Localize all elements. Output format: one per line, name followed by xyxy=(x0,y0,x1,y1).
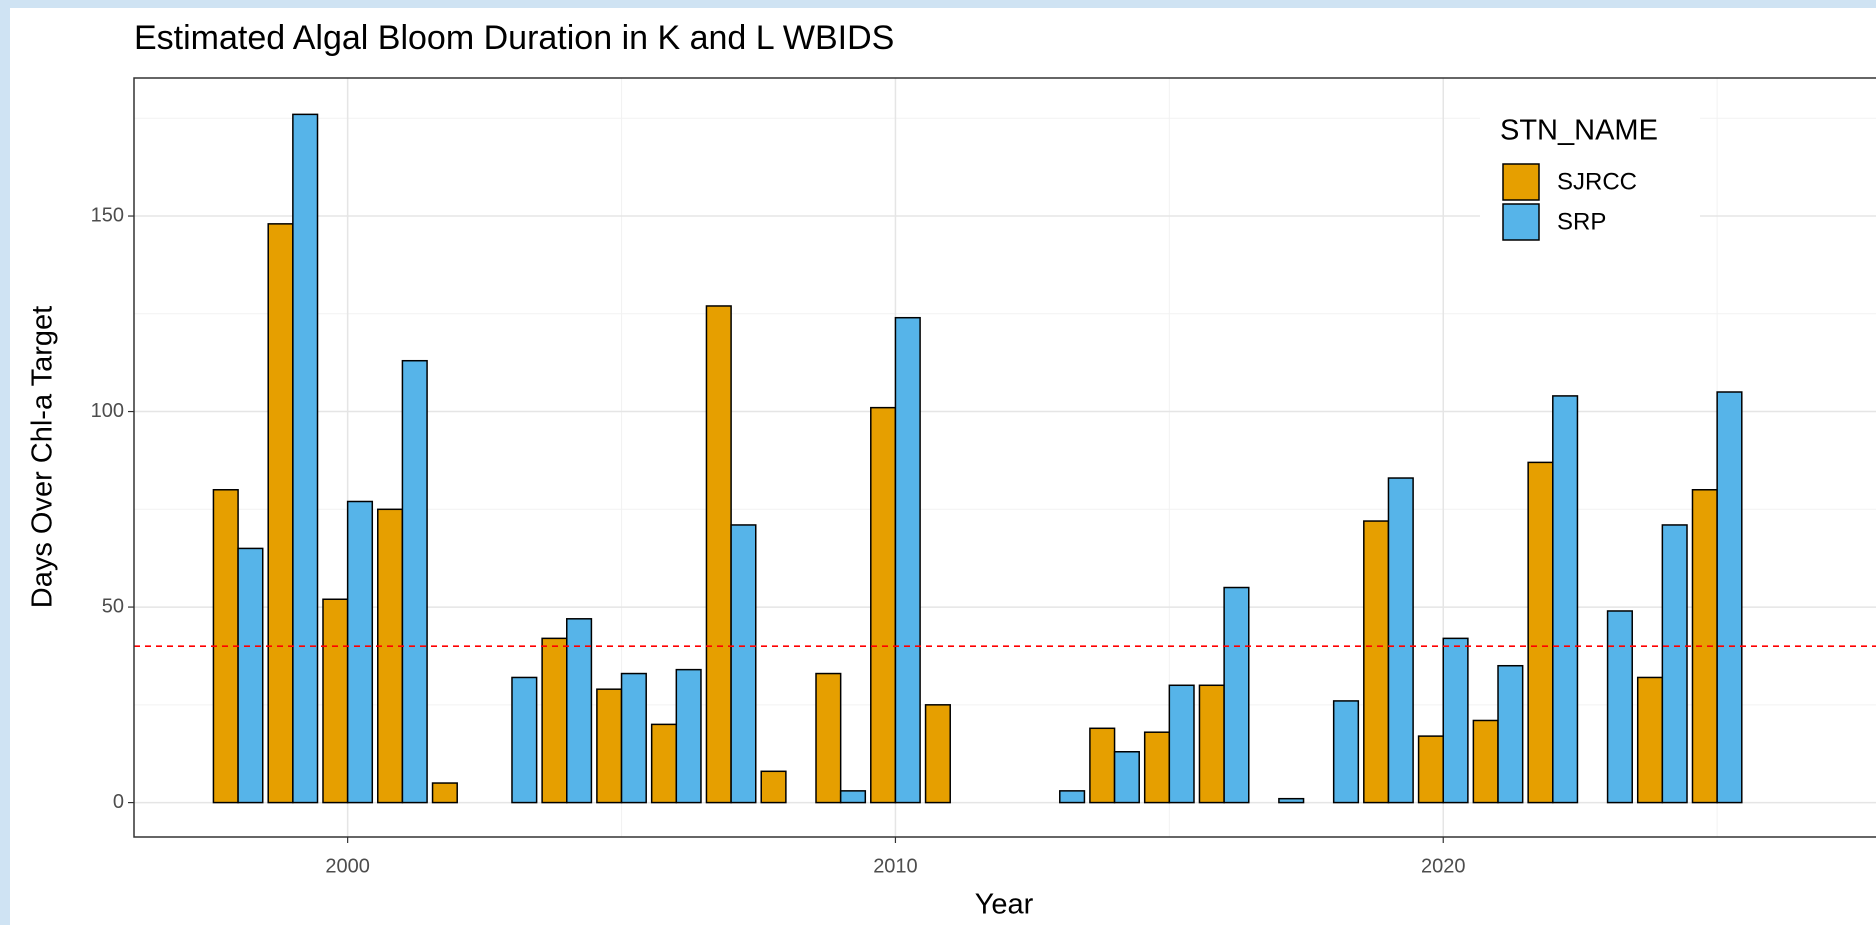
bar xyxy=(924,704,951,804)
bar xyxy=(1661,524,1688,804)
bar xyxy=(1417,735,1444,804)
y-tick-label: 100 xyxy=(91,400,124,422)
bar xyxy=(596,688,623,804)
bar xyxy=(650,723,678,804)
legend-label: SRP xyxy=(1557,208,1606,235)
bar xyxy=(1089,727,1116,804)
y-tick-label: 150 xyxy=(91,204,124,226)
bar xyxy=(511,676,538,804)
y-tick-label: 0 xyxy=(113,791,124,813)
panel-border xyxy=(133,77,1876,838)
bar xyxy=(292,113,319,804)
bar xyxy=(541,637,568,804)
y-tick-label: 50 xyxy=(102,595,124,617)
bar xyxy=(1363,520,1390,804)
legend-key xyxy=(1502,163,1540,201)
bar xyxy=(730,524,757,804)
bar xyxy=(1387,477,1414,804)
bar xyxy=(1636,676,1664,804)
bar xyxy=(1223,586,1250,804)
x-tick-label: 2000 xyxy=(325,855,370,877)
bar xyxy=(1472,719,1499,804)
bar xyxy=(620,672,647,804)
bar xyxy=(675,668,702,804)
bar xyxy=(1143,731,1171,804)
bar xyxy=(815,672,842,804)
bar xyxy=(237,547,264,804)
legend-label: SJRCC xyxy=(1557,168,1637,195)
bar xyxy=(377,508,404,804)
bar xyxy=(1552,395,1579,804)
bar xyxy=(267,223,294,804)
bar xyxy=(566,618,593,804)
bar xyxy=(322,598,349,804)
bar xyxy=(894,316,921,804)
chart-title: Estimated Algal Bloom Duration in K and … xyxy=(134,19,894,57)
bar xyxy=(346,500,374,804)
bar xyxy=(1497,664,1524,804)
bar xyxy=(431,782,458,804)
bar xyxy=(1332,700,1360,804)
y-axis-label: Days Over Chl-a Target xyxy=(27,306,59,608)
legend-title: STN_NAME xyxy=(1500,115,1658,147)
x-tick-label: 2020 xyxy=(1421,855,1466,877)
bar xyxy=(1527,461,1554,804)
legend-key xyxy=(1502,203,1540,241)
bar xyxy=(870,406,897,804)
bar xyxy=(705,305,732,804)
bar xyxy=(839,790,867,804)
bar xyxy=(1168,684,1195,804)
bar xyxy=(1606,610,1633,804)
x-axis-label: Year xyxy=(975,889,1034,921)
bar xyxy=(1278,797,1305,804)
bar xyxy=(1059,790,1086,804)
x-tick-label: 2010 xyxy=(873,855,918,877)
bar xyxy=(401,359,428,804)
bar xyxy=(1716,391,1743,804)
bar xyxy=(1442,637,1469,804)
bar xyxy=(1113,751,1140,804)
bar xyxy=(1198,684,1225,804)
bar xyxy=(760,770,787,804)
